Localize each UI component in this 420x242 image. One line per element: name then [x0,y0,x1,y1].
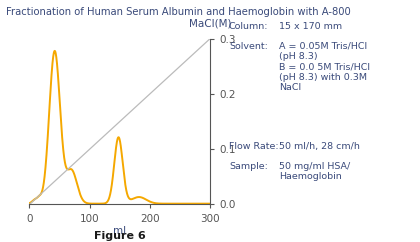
Text: Fractionation of Human Serum Albumin and Haemoglobin with A-800: Fractionation of Human Serum Albumin and… [6,7,351,17]
Text: 50 ml/h, 28 cm/h: 50 ml/h, 28 cm/h [279,142,360,151]
X-axis label: ml: ml [113,226,126,236]
Text: MaCl(M): MaCl(M) [189,19,231,29]
Text: Figure 6: Figure 6 [94,231,146,241]
Text: Column:: Column: [229,22,268,31]
Text: Sample:: Sample: [229,162,268,171]
Text: 15 x 170 mm: 15 x 170 mm [279,22,342,31]
Text: Flow Rate:: Flow Rate: [229,142,278,151]
Text: A = 0.05M Tris/HCl
(pH 8.3)
B = 0.0 5M Tris/HCl
(pH 8.3) with 0.3M
NaCl: A = 0.05M Tris/HCl (pH 8.3) B = 0.0 5M T… [279,42,370,92]
Text: 50 mg/ml HSA/
Haemoglobin: 50 mg/ml HSA/ Haemoglobin [279,162,351,182]
Text: Solvent:: Solvent: [229,42,268,51]
